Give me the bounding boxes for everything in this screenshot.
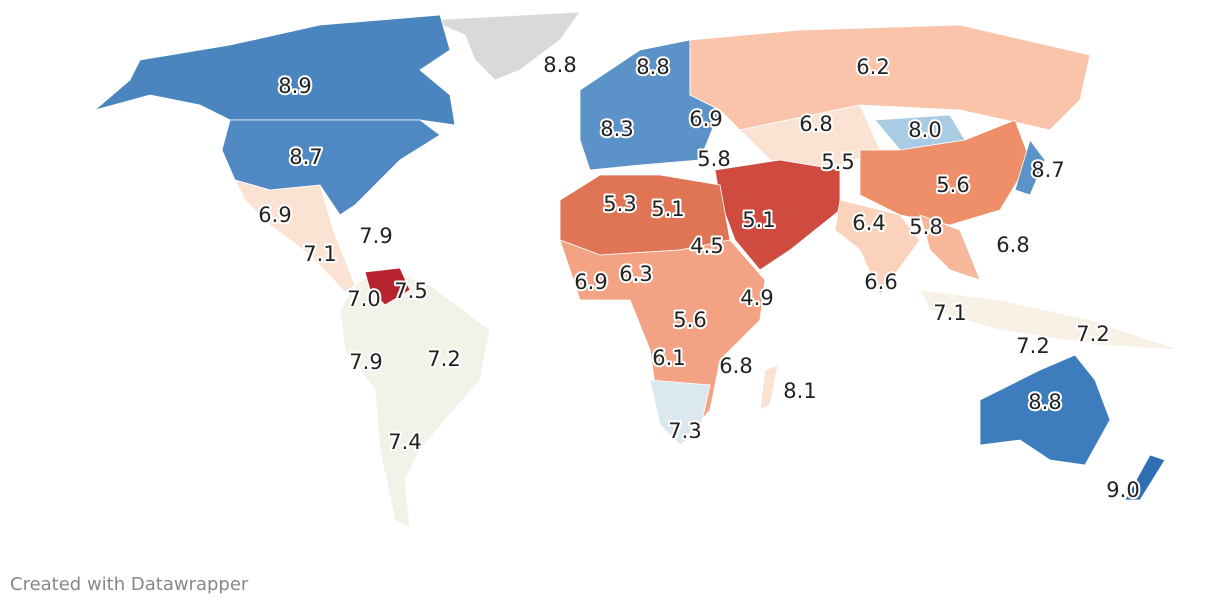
china: [859, 119, 1031, 226]
japan: [1014, 139, 1046, 196]
value-label: 6.9: [574, 270, 607, 294]
value-label: 7.1: [303, 242, 336, 266]
value-label: 8.8: [543, 53, 576, 77]
value-label: 4.9: [740, 286, 773, 310]
value-label: 5.6: [936, 173, 969, 197]
madagascar: [759, 364, 779, 411]
new-zealand: [1124, 454, 1166, 501]
value-label: 9.0: [1106, 478, 1139, 502]
value-label: 5.8: [909, 215, 942, 239]
value-label: 7.5: [394, 279, 427, 303]
value-label: 5.1: [742, 208, 775, 232]
value-label: 8.8: [1028, 390, 1061, 414]
value-label: 6.9: [689, 107, 722, 131]
value-label: 6.2: [856, 55, 889, 79]
value-label: 6.3: [619, 262, 652, 286]
value-label: 6.8: [719, 354, 752, 378]
labels: 8.9 8.8 8.8 6.2 6.9 6.8 8.0 8.3 8.7 5.8 5.5 8.7 5.6 5…: [256, 51, 1141, 504]
russia: [689, 24, 1091, 131]
value-label: 5.1: [651, 197, 684, 221]
central-america: [234, 179, 356, 293]
land: [94, 11, 1181, 529]
value-label: 7.4: [388, 430, 421, 454]
value-label: 8.0: [908, 118, 941, 142]
value-label: 8.9: [278, 74, 311, 98]
north-america-north: [94, 14, 456, 126]
value-label: 5.6: [673, 308, 706, 332]
value-label: 8.1: [783, 379, 816, 403]
central-asia: [739, 104, 881, 171]
value-label: 7.2: [427, 347, 460, 371]
value-label: 8.8: [636, 55, 669, 79]
value-label: 7.1: [933, 301, 966, 325]
value-label: 7.2: [1016, 334, 1049, 358]
value-label: 5.5: [821, 150, 854, 174]
indonesia: [919, 289, 1181, 351]
greenland: [429, 11, 581, 81]
south-america: [339, 267, 491, 529]
value-label: 5.3: [603, 192, 636, 216]
value-label: 4.5: [690, 234, 723, 258]
value-label: 6.6: [864, 270, 897, 294]
value-label: 7.2: [1076, 322, 1109, 346]
europe: [579, 39, 721, 171]
value-label: 8.3: [600, 117, 633, 141]
usa: [221, 119, 441, 216]
value-label: 7.9: [359, 224, 392, 248]
value-label: 8.7: [289, 145, 322, 169]
southern-africa: [649, 379, 711, 446]
africa-south: [559, 239, 766, 446]
australia: [979, 354, 1111, 466]
value-label: 7.3: [668, 419, 701, 443]
footer: Created with Datawrapper: [10, 574, 249, 595]
value-label: 6.8: [799, 112, 832, 136]
venezuela: [364, 267, 411, 306]
value-label: 6.1: [652, 346, 685, 370]
value-label: 6.9: [258, 203, 291, 227]
value-label: 6.4: [852, 211, 885, 235]
value-label: 7.9: [349, 350, 382, 374]
south-asia: [834, 199, 921, 296]
value-label: 8.7: [1031, 158, 1064, 182]
se-asia: [919, 214, 981, 281]
value-label: 5.8: [697, 147, 730, 171]
value-label: 7.0: [347, 287, 380, 311]
value-label: 6.8: [996, 233, 1029, 257]
